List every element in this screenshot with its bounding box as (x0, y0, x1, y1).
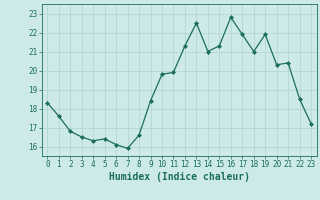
X-axis label: Humidex (Indice chaleur): Humidex (Indice chaleur) (109, 172, 250, 182)
